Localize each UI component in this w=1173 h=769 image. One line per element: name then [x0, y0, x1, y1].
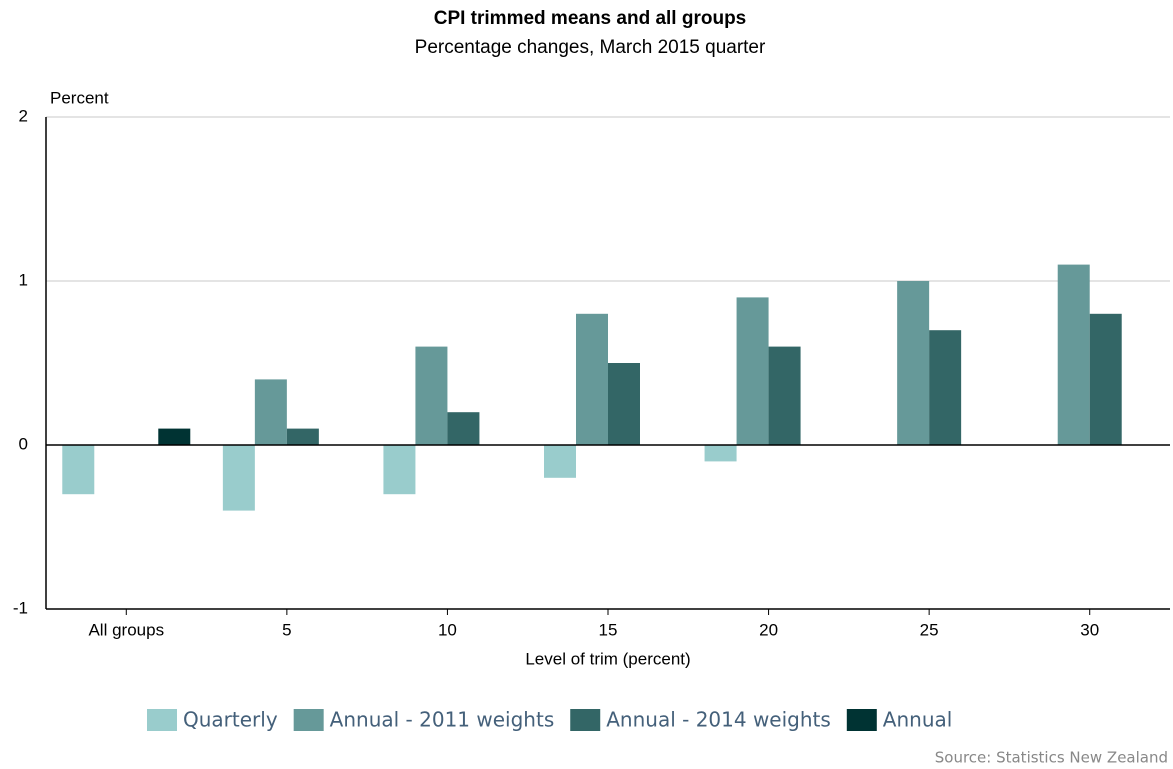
x-tick-label: 5 [282, 620, 291, 639]
legend-swatch [293, 709, 324, 731]
bar [576, 313, 608, 445]
bar [1089, 313, 1122, 445]
y-tick-label: -1 [13, 598, 28, 617]
y-tick-label: 2 [19, 106, 28, 125]
bar [544, 445, 576, 478]
x-tick-label: 15 [599, 620, 618, 639]
bar [447, 412, 480, 445]
legend-swatch [147, 709, 177, 731]
legend-label: Annual - 2011 weights [330, 708, 555, 732]
y-tick-label: 1 [19, 270, 28, 289]
y-axis-title: Percent [50, 88, 109, 107]
bar [768, 346, 801, 445]
bar [704, 445, 737, 462]
bar [1057, 264, 1090, 445]
legend-label: Quarterly [183, 708, 278, 732]
bar [62, 445, 95, 495]
chart-title: CPI trimmed means and all groups [434, 8, 747, 29]
bar [736, 297, 769, 445]
chart-subtitle: Percentage changes, March 2015 quarter [415, 37, 766, 58]
bar [415, 346, 448, 445]
legend-swatch [570, 709, 601, 731]
bar [254, 379, 287, 445]
x-tick-label: 30 [1080, 620, 1099, 639]
x-tick-label: 10 [438, 620, 457, 639]
y-tick-label: 0 [19, 434, 28, 453]
bar [608, 363, 640, 445]
legend-label: Annual - 2014 weights [606, 708, 831, 732]
bar [158, 428, 191, 445]
legend-label: Annual [883, 708, 953, 732]
source: Source: Statistics New Zealand [935, 749, 1168, 767]
bar [383, 445, 416, 495]
bar [897, 281, 930, 445]
bar [286, 428, 319, 445]
x-tick-label: 25 [920, 620, 939, 639]
x-tick-label: 20 [759, 620, 778, 639]
x-tick-label: All groups [88, 620, 164, 639]
bar [222, 445, 255, 511]
x-axis-title: Level of trim (percent) [525, 649, 690, 668]
legend-swatch [846, 709, 877, 731]
bar [929, 330, 962, 445]
